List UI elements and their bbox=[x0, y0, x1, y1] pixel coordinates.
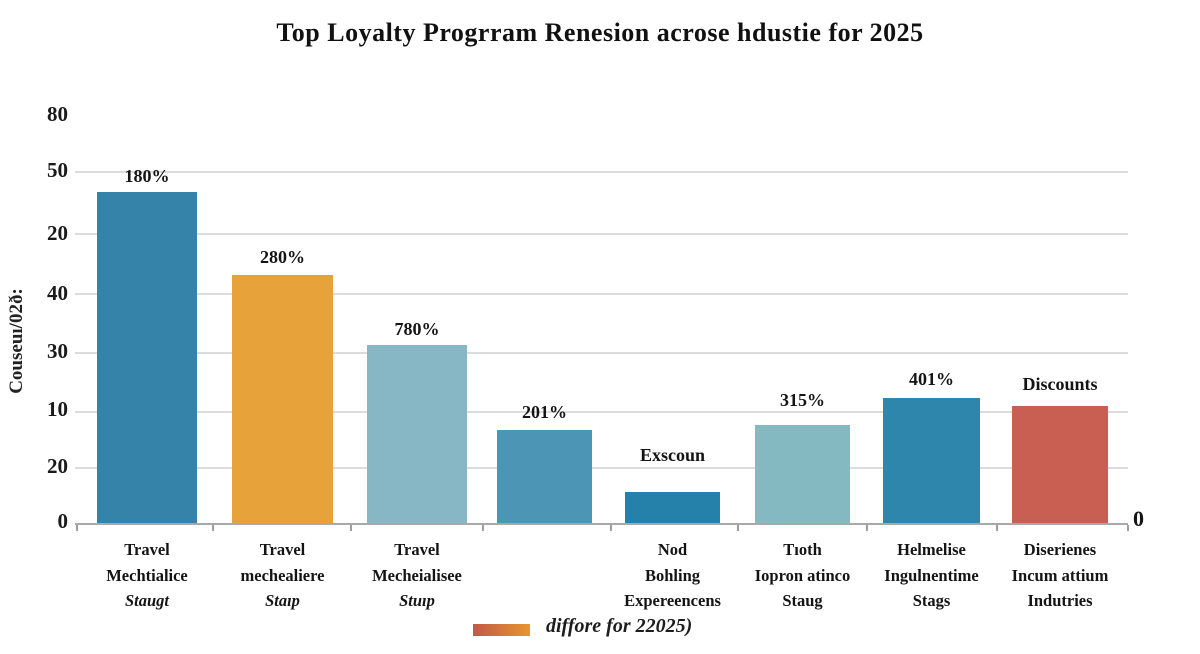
x-axis-category-line: mechealiere bbox=[240, 565, 325, 585]
x-axis-category-line: Helmelise bbox=[897, 540, 966, 559]
x-axis-category-line: Staugt bbox=[124, 591, 170, 610]
x-axis-category-label: Travel mechealiere Staıp bbox=[173, 537, 393, 614]
gridline bbox=[75, 411, 1128, 413]
bar bbox=[755, 425, 850, 523]
bar-value-label: Exscoun bbox=[639, 445, 706, 465]
legend-swatch-icon bbox=[473, 623, 530, 636]
x-axis-category-line: Mechtialice bbox=[106, 565, 188, 585]
x-axis-category-line: Tıoth bbox=[783, 540, 822, 559]
gridline bbox=[75, 171, 1128, 173]
x-axis-category-line: Iopron atinco bbox=[754, 565, 851, 585]
y-axis-tick-label: 80 bbox=[47, 102, 68, 126]
x-axis-category-label: Helmelise Ingulnentime Stags bbox=[822, 537, 1042, 614]
bar-value-label: 315% bbox=[780, 390, 825, 410]
x-axis-category-line: Stags bbox=[912, 591, 951, 610]
x-axis-tick bbox=[866, 525, 868, 531]
bar bbox=[883, 398, 980, 523]
bar bbox=[1012, 406, 1108, 523]
bar-value-label: 780% bbox=[394, 319, 440, 339]
y-axis-title: Couseuı/02ð: bbox=[6, 288, 27, 394]
y-axis-tick-label: 40 bbox=[47, 281, 68, 305]
x-axis-category-line: Staug bbox=[782, 591, 823, 610]
x-axis-tick bbox=[610, 525, 612, 531]
x-axis-category-line: Bohling bbox=[644, 565, 701, 585]
x-axis-category-label: Travel Mechtialice Staugt bbox=[37, 537, 257, 614]
y-axis-tick-label: 0 bbox=[57, 509, 69, 533]
y-axis-tick-label: 30 bbox=[47, 339, 68, 363]
bar bbox=[497, 430, 592, 523]
x-axis-category-line: Mecheialisee bbox=[372, 565, 462, 585]
x-axis-category-line: Incum attium bbox=[1011, 565, 1109, 585]
x-axis-tick bbox=[1127, 525, 1129, 531]
bar-value-label: 201% bbox=[522, 402, 567, 422]
x-axis-category-label: Diserienes Incum attium Indutries bbox=[950, 537, 1170, 614]
x-axis-tick bbox=[737, 525, 739, 531]
bar-value-label: 401% bbox=[909, 369, 954, 389]
x-axis-tick bbox=[212, 525, 214, 531]
x-axis-category-label: Nod Bohling Expereencens bbox=[563, 537, 783, 614]
y-axis-tick-label: 20 bbox=[47, 454, 68, 478]
x-axis-category-line: Travel bbox=[394, 540, 440, 559]
bar bbox=[625, 492, 720, 523]
gridline bbox=[75, 233, 1128, 235]
x-axis-tick bbox=[996, 525, 998, 531]
x-axis-category-line: Indutries bbox=[1027, 591, 1093, 610]
gridline bbox=[75, 352, 1128, 354]
x-axis-line bbox=[75, 523, 1128, 525]
x-axis-category-line: Stuıp bbox=[399, 591, 435, 610]
x-axis-category-line: Diserienes bbox=[1023, 540, 1097, 559]
gridline bbox=[75, 293, 1128, 295]
legend-label: diffore for 22025) bbox=[546, 615, 693, 637]
x-axis-category-line: Nod bbox=[657, 540, 688, 559]
y-axis-tick-label: 50 bbox=[47, 158, 68, 182]
x-axis-category-label: Travel Mecheialisee Stuıp bbox=[307, 537, 527, 614]
chart-title: Top Loyalty Progrram Renesion acrose hdu… bbox=[276, 18, 924, 47]
x-axis-tick bbox=[482, 525, 484, 531]
y-axis-tick-label: 10 bbox=[47, 397, 68, 421]
x-axis-category-line: Expereencens bbox=[624, 591, 721, 610]
x-axis-category-label: Tıoth Iopron atinco Staug bbox=[693, 537, 913, 614]
bar bbox=[97, 192, 197, 523]
x-axis-tick bbox=[76, 525, 78, 531]
bar-value-label: 280% bbox=[260, 247, 305, 267]
legend: diffore for 22025) bbox=[473, 615, 692, 638]
x-axis-category-line: Staıp bbox=[265, 591, 300, 610]
bar-value-label: 180% bbox=[124, 166, 170, 186]
x-axis-tick bbox=[350, 525, 352, 531]
right-axis-label: 0 bbox=[1133, 506, 1144, 531]
bar bbox=[232, 275, 333, 523]
bar bbox=[367, 345, 467, 523]
y-axis-tick-label: 20 bbox=[47, 221, 68, 245]
gridline bbox=[75, 467, 1128, 469]
bar-value-label: Discounts bbox=[1022, 374, 1098, 394]
x-axis-category-line: Travel bbox=[124, 540, 170, 559]
x-axis-category-line: Ingulnentime bbox=[884, 565, 979, 585]
x-axis-category-line: Travel bbox=[259, 540, 306, 559]
